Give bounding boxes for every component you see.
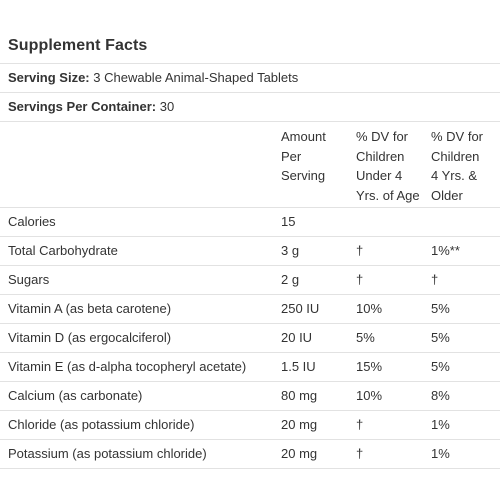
dv-4-and-older: 5% — [431, 301, 450, 316]
table-row: Calcium (as carbonate) 80 mg 10% 8% — [0, 381, 500, 411]
servings-per-container-row: Servings Per Container: 30 — [0, 92, 500, 121]
dv-4-and-older: 1% — [431, 417, 450, 432]
header-dv-4-older-line: Older — [431, 187, 463, 203]
table-row: Vitamin D (as ergocalciferol) 20 IU 5% 5… — [0, 323, 500, 353]
header-dv-under-4: % DV for Children Under 4 Yrs. of Age — [356, 127, 428, 205]
dv-4-and-older: 5% — [431, 359, 450, 374]
nutrient-name: Calories — [8, 214, 56, 229]
dv-4-and-older: 5% — [431, 330, 450, 345]
dv-4-and-older: † — [431, 272, 439, 287]
table-row: Vitamin A (as beta carotene) 250 IU 10% … — [0, 294, 500, 324]
header-dv-4-and-older: % DV for Children 4 Yrs. & Older — [431, 127, 499, 205]
table-row: Chloride (as potassium chloride) 20 mg †… — [0, 410, 500, 440]
nutrient-name: Total Carbohydrate — [8, 243, 118, 258]
header-dv-under-4-line: Under 4 — [356, 168, 403, 183]
amount-per-serving: 80 mg — [281, 388, 318, 403]
serving-size-label: Serving Size: — [8, 70, 90, 85]
nutrient-name: Vitamin E (as d-alpha tocopheryl acetate… — [8, 359, 247, 374]
dv-4-and-older: 1% — [431, 446, 450, 461]
header-amount-per-serving: Amount Per Serving — [281, 127, 341, 186]
header-dv-under-4-line: Yrs. of Age — [356, 187, 420, 203]
amount-per-serving: 20 IU — [281, 330, 313, 345]
panel-title: Supplement Facts — [8, 37, 148, 54]
dv-under-4: 15% — [356, 359, 383, 374]
table-row: Potassium (as potassium chloride) 20 mg … — [0, 439, 500, 469]
amount-per-serving: 3 g — [281, 243, 300, 258]
table-header: Amount Per Serving % DV for Children Und… — [0, 121, 500, 208]
header-dv-4-older-line: Children — [431, 148, 480, 164]
header-dv-under-4-line: % DV for — [356, 129, 409, 144]
table-row: Sugars 2 g † † — [0, 265, 500, 295]
dv-under-4: † — [356, 243, 364, 258]
serving-size-value: 3 Chewable Animal-Shaped Tablets — [93, 70, 299, 85]
header-amount-line: Amount — [281, 129, 326, 144]
amount-per-serving: 20 mg — [281, 417, 318, 432]
nutrient-name: Vitamin D (as ergocalciferol) — [8, 330, 172, 345]
dv-under-4: 10% — [356, 301, 383, 316]
header-dv-4-older-line: 4 Yrs. & — [431, 168, 478, 183]
dv-under-4: † — [356, 417, 364, 432]
dv-under-4: † — [356, 446, 364, 461]
amount-per-serving: 2 g — [281, 272, 300, 287]
servings-per-container-label: Servings Per Container: — [8, 99, 157, 114]
dv-under-4: † — [356, 272, 364, 287]
table-row: Vitamin E (as d-alpha tocopheryl acetate… — [0, 352, 500, 382]
dv-4-and-older: 8% — [431, 388, 450, 403]
nutrient-name: Potassium (as potassium chloride) — [8, 446, 207, 461]
dv-4-and-older: 1%** — [431, 243, 460, 258]
nutrient-name: Vitamin A (as beta carotene) — [8, 301, 172, 316]
dv-under-4: 10% — [356, 388, 383, 403]
table-bottom-divider — [0, 468, 500, 469]
nutrient-name: Sugars — [8, 272, 50, 287]
table-row: Calories 15 — [0, 207, 500, 237]
nutrient-name: Calcium (as carbonate) — [8, 388, 143, 403]
servings-per-container-value: 30 — [159, 99, 175, 114]
nutrient-name: Chloride (as potassium chloride) — [8, 417, 195, 432]
amount-per-serving: 250 IU — [281, 301, 320, 316]
header-dv-4-older-line: % DV for — [431, 129, 484, 144]
dv-under-4: 5% — [356, 330, 375, 345]
amount-per-serving: 15 — [281, 214, 296, 229]
table-row: Total Carbohydrate 3 g † 1%** — [0, 236, 500, 266]
serving-size-row: Serving Size: 3 Chewable Animal-Shaped T… — [0, 63, 500, 92]
header-dv-under-4-line: Children — [356, 148, 405, 164]
amount-per-serving: 20 mg — [281, 446, 318, 461]
header-amount-line: Per — [281, 148, 302, 164]
header-amount-line: Serving — [281, 168, 326, 183]
amount-per-serving: 1.5 IU — [281, 359, 316, 374]
